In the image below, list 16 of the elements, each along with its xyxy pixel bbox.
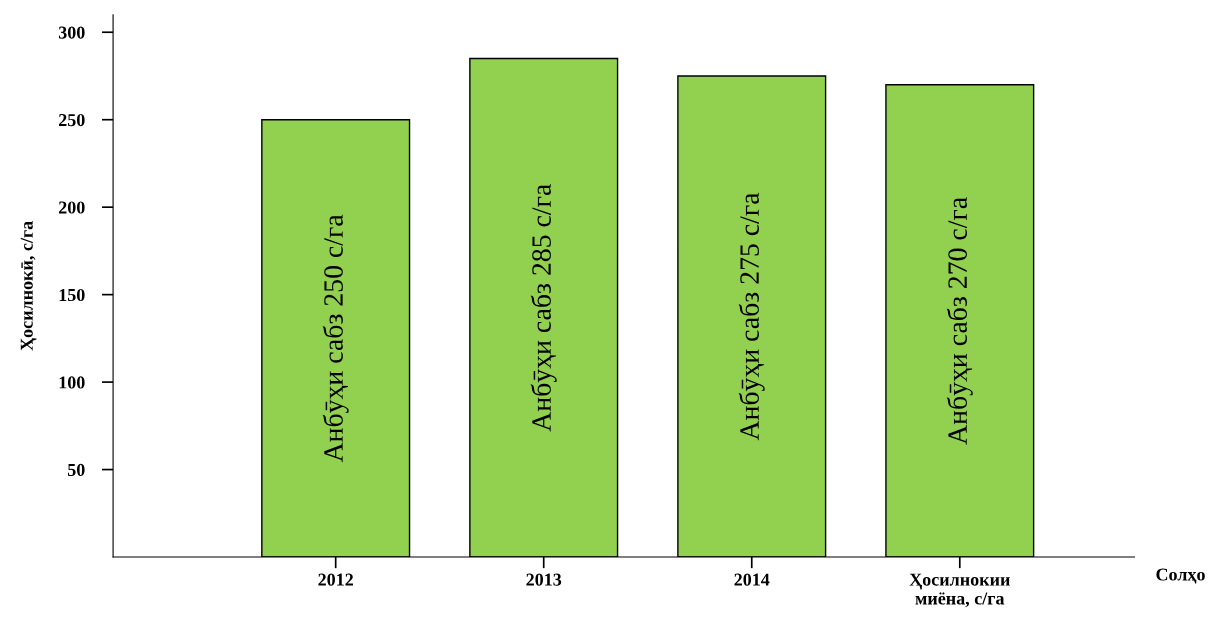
x-axis-title: Солҳо [1156,568,1205,584]
data-label: Анбӯҳи сабз 275 с/га [738,192,765,441]
y-tick-label: 100 [59,376,85,389]
x-tick-label: 2013 [526,573,562,586]
y-tick-label: 50 [67,463,85,477]
y-tick-label: 200 [58,201,85,214]
y-tick-label: 300 [58,26,85,39]
x-tick-label: 2012 [318,573,353,586]
y-tick-label: 150 [59,288,85,302]
x-tick-label: 2014 [734,573,770,586]
data-label: Анбӯҳи сабз 285 с/га [530,184,557,432]
data-label: Анбӯҳи сабз 250 с/га [322,214,349,463]
data-label: Анбӯҳи сабз 270 с/га [946,197,973,445]
x-tick-label: Ҳосилнокии миёна, с/га [909,573,1010,608]
y-axis-title: Ҳосилнокӣ, с/га [20,221,37,351]
y-tick-label: 250 [58,113,85,127]
